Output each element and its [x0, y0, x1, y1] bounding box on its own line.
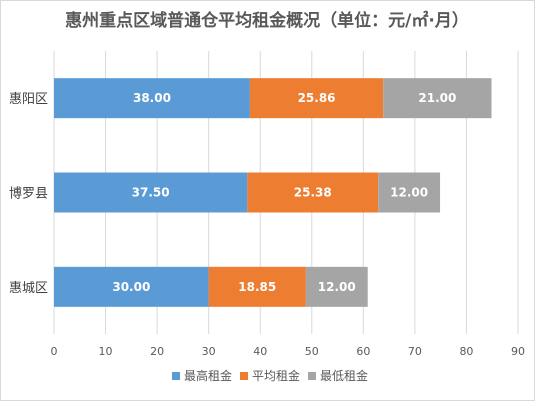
bars: 38.00 25.86 21.00 37.50 25.38 12.00 30.00 18.85…: [54, 78, 492, 307]
bar-segment: [305, 266, 368, 307]
x-tick-label: 20: [150, 345, 164, 358]
category-label: 博罗县: [9, 187, 48, 202]
legend-swatch: [172, 372, 180, 380]
x-tick-label: 10: [99, 345, 113, 358]
bar-segment: [378, 172, 441, 213]
bar-value-label: 38.00: [133, 91, 171, 105]
bar-segment: [54, 266, 209, 307]
value-axis: 0 10 20 30 40 50 60 70 80 90: [51, 345, 526, 358]
bar-segment: [54, 172, 248, 213]
bar-value-label: 12.00: [318, 280, 356, 294]
legend-label: 平均租金: [252, 368, 300, 383]
legend-label: 最低租金: [320, 368, 368, 383]
bar-segment: [383, 78, 492, 119]
bar-segment: [54, 78, 250, 119]
x-tick-label: 40: [253, 345, 267, 358]
x-tick-label: 30: [202, 345, 216, 358]
bar-value-label: 21.00: [418, 91, 456, 105]
x-tick-label: 0: [51, 345, 58, 358]
bar-value-label: 12.00: [390, 186, 428, 200]
legend-swatch: [240, 372, 248, 380]
bar-value-label: 25.86: [298, 91, 336, 105]
category-label: 惠城区: [9, 281, 48, 296]
x-tick-label: 60: [356, 345, 370, 358]
bar-value-label: 30.00: [112, 280, 150, 294]
bar-value-label: 18.85: [238, 280, 276, 294]
x-tick-label: 50: [305, 345, 319, 358]
bar-value-label: 25.38: [294, 186, 332, 200]
bar-value-label: 37.50: [132, 186, 170, 200]
x-tick-label: 80: [459, 345, 473, 358]
legend: 最高租金 平均租金 最低租金: [172, 368, 368, 383]
chart-title: 惠州重点区域普通仓平均租金概况（单位：元/㎡·月）: [65, 10, 469, 31]
legend-label: 最高租金: [184, 368, 232, 383]
x-tick-label: 70: [408, 345, 422, 358]
legend-swatch: [308, 372, 316, 380]
x-tick-label: 90: [511, 345, 525, 358]
bar-segment: [208, 266, 306, 307]
bar-segment: [247, 172, 379, 213]
category-label: 惠阳区: [9, 92, 48, 107]
bar-segment: [249, 78, 384, 119]
